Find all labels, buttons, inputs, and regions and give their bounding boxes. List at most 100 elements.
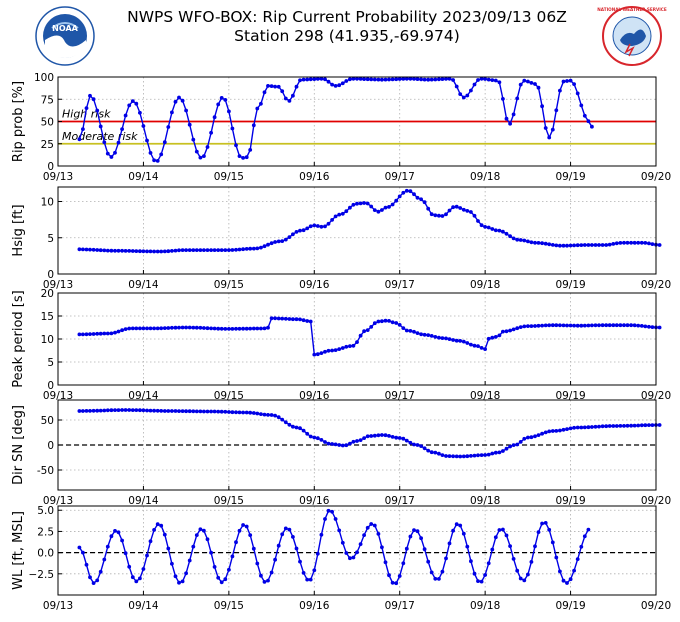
data-point	[184, 325, 189, 330]
data-point	[81, 550, 85, 555]
data-point	[223, 98, 228, 102]
data-point	[91, 97, 96, 102]
x-tick-label: 09/13	[43, 600, 73, 612]
data-point	[269, 241, 274, 246]
data-point	[244, 326, 249, 331]
data-point	[636, 240, 641, 245]
data-point	[230, 126, 235, 131]
data-point	[458, 523, 463, 528]
data-point	[145, 408, 149, 413]
data-point	[337, 212, 342, 217]
data-point	[483, 347, 487, 351]
data-point	[572, 568, 576, 573]
data-point	[465, 454, 470, 459]
data-point	[565, 243, 569, 248]
data-point	[120, 328, 124, 333]
data-point	[355, 340, 359, 344]
data-point	[155, 408, 160, 413]
data-point	[283, 420, 288, 425]
data-point	[558, 88, 562, 93]
chart-title: NWPS WFO-BOX: Rip Current Probability 20…	[127, 8, 567, 26]
data-point	[170, 110, 174, 115]
x-tick-label: 09/19	[555, 600, 585, 612]
y-tick-label: 0	[47, 380, 54, 392]
data-point	[461, 454, 466, 459]
data-point	[597, 243, 601, 247]
panel-hsig: 09/13 09/14 09/15 09/16 09/17 09/18 09/19 09/20…	[11, 186, 671, 291]
data-point	[187, 325, 192, 330]
data-point	[440, 336, 445, 340]
data-point	[408, 440, 413, 445]
data-point	[205, 537, 210, 542]
data-point	[294, 317, 299, 322]
data-point	[461, 207, 466, 212]
data-point	[308, 224, 313, 229]
data-point	[237, 247, 242, 252]
data-point	[369, 204, 374, 209]
data-point	[415, 529, 420, 534]
data-point	[177, 95, 181, 100]
data-point	[84, 106, 89, 110]
data-point	[376, 77, 381, 82]
data-point	[155, 249, 160, 254]
data-point	[550, 243, 555, 247]
data-point	[372, 523, 377, 528]
data-point	[643, 241, 648, 245]
data-point	[223, 248, 228, 253]
data-point	[380, 208, 384, 212]
data-point	[159, 409, 164, 413]
data-point	[209, 248, 214, 253]
data-point	[408, 534, 413, 539]
data-point	[575, 91, 580, 96]
data-point	[582, 425, 587, 430]
data-point	[291, 535, 295, 539]
data-point	[148, 326, 153, 331]
data-point	[216, 409, 221, 414]
data-point	[113, 248, 117, 253]
data-point	[632, 240, 637, 245]
data-point	[294, 84, 299, 89]
data-point	[205, 409, 210, 414]
x-tick-label: 09/19	[555, 171, 585, 183]
data-point	[582, 323, 587, 328]
data-point	[120, 127, 124, 131]
data-point	[419, 536, 423, 541]
data-point	[437, 213, 441, 218]
data-point	[301, 228, 306, 233]
x-tick-label: 09/18	[470, 495, 500, 507]
data-point	[344, 344, 349, 349]
data-point	[187, 248, 192, 253]
data-point	[561, 323, 566, 328]
data-point	[209, 326, 214, 331]
data-point	[81, 247, 85, 252]
data-point	[319, 438, 324, 442]
data-point	[148, 151, 153, 155]
data-point	[501, 329, 505, 334]
data-point	[426, 448, 431, 453]
data-point	[390, 202, 395, 207]
data-point	[102, 557, 107, 562]
data-point	[444, 454, 448, 458]
data-point	[518, 238, 523, 242]
data-point	[508, 234, 512, 239]
data-point	[166, 125, 171, 129]
data-point	[145, 249, 149, 254]
x-tick-label: 09/16	[299, 171, 330, 183]
data-point	[173, 248, 178, 253]
data-point	[369, 325, 374, 329]
data-point	[390, 580, 395, 585]
data-point	[259, 101, 263, 106]
data-point	[440, 569, 445, 574]
data-point	[162, 532, 167, 537]
data-point	[618, 424, 623, 428]
data-point	[91, 581, 96, 585]
data-point	[323, 77, 327, 82]
data-point	[394, 435, 399, 440]
data-point	[340, 81, 345, 86]
data-point	[134, 249, 139, 254]
data-point	[479, 579, 484, 584]
data-point	[511, 236, 516, 241]
data-point	[607, 242, 612, 247]
data-point	[298, 317, 302, 322]
data-point	[319, 76, 324, 81]
